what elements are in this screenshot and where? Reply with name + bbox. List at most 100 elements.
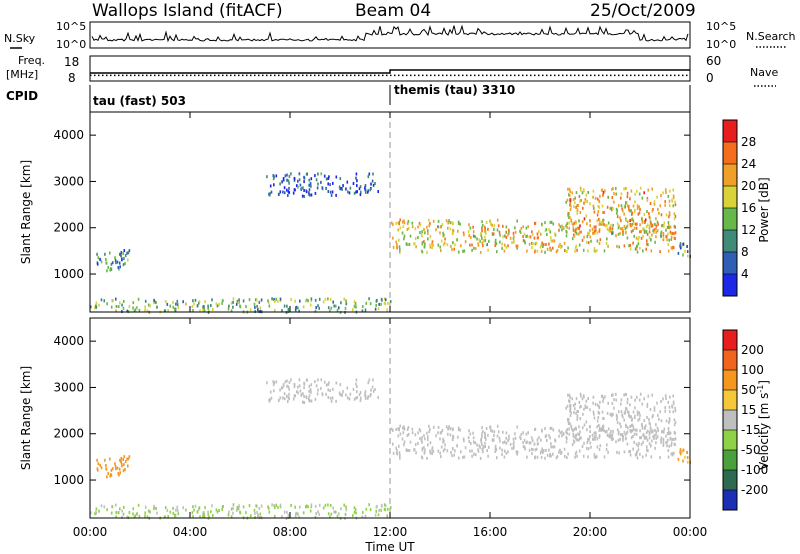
velocity-echo-cell [338, 512, 340, 516]
power-echo-cell [589, 224, 591, 228]
velocity-echo-cell [651, 430, 653, 434]
power-echo-cell [441, 223, 444, 226]
freq-frame [89, 55, 691, 82]
velocity-echo-cell [442, 437, 444, 441]
velocity-echo-cell [638, 417, 641, 421]
velocity-echo-cell [573, 440, 576, 444]
velocity-echo-cell [456, 444, 458, 448]
velocity-echo-cell [210, 510, 212, 514]
velocity-echo-cell [259, 512, 262, 516]
velocity-echo-cell [574, 452, 577, 456]
velocity-echo-cell [662, 442, 665, 446]
velocity-echo-cell [359, 399, 362, 403]
velocity-echo-cell [395, 446, 397, 450]
power-echo-cell [665, 191, 667, 194]
power-echo-cell [505, 235, 508, 239]
power-echo-cell [327, 306, 330, 310]
velocity-echo-cell [492, 439, 494, 442]
velocity-echo-cell [154, 506, 156, 510]
power-echo-cell [635, 226, 638, 230]
power-echo-cell [616, 222, 619, 226]
power-echo-cell [273, 175, 275, 179]
velocity-echo-cell [193, 508, 195, 512]
power-echo-cell [310, 193, 313, 197]
velocity-echo-cell [534, 448, 537, 452]
power-echo-cell [345, 187, 347, 191]
power-echo-cell [294, 299, 296, 303]
power-echo-cell [531, 230, 533, 234]
velocity-echo-cell [525, 432, 528, 436]
velocity-echo-cell [569, 422, 571, 426]
velocity-echo-cell [258, 506, 261, 510]
power-echo-cell [595, 225, 597, 229]
nsky-label: N.Sky [4, 32, 36, 45]
velocity-echo-cell [418, 427, 421, 431]
velocity-echo-cell [110, 468, 113, 472]
velocity-echo-cell [585, 399, 588, 403]
velocity-echo-cell [314, 504, 317, 508]
power-echo-cell [103, 299, 106, 303]
velocity-echo-cell [555, 456, 558, 460]
power-echo-cell [477, 242, 479, 246]
power-echo-cell [271, 297, 273, 301]
power-echo-cell [616, 211, 618, 215]
power-echo-cell [318, 297, 321, 301]
power-echo-cell [353, 304, 356, 308]
velocity-echo-cell [624, 411, 626, 415]
power-echo-cell [498, 230, 501, 234]
velocity-echo-cell [353, 506, 356, 510]
velocity-echo-cell [396, 451, 398, 455]
velocity-echo-cell [423, 446, 425, 450]
power-echo-cell [634, 222, 637, 226]
xtick-label: 04:00 [173, 525, 208, 539]
velocity-echo-cell [478, 444, 481, 448]
power-echo-cell [332, 300, 334, 304]
power-echo-cell [651, 233, 653, 237]
power-echo-cell [327, 297, 329, 301]
power-echo-cell [470, 236, 472, 239]
velocity-echo-cell [552, 452, 554, 456]
velocity-echo-cell [497, 430, 500, 434]
velocity-echo-cell [665, 434, 667, 438]
power-echo-cell [122, 251, 124, 255]
velocity-echo-cell [654, 428, 656, 432]
power-echo-cell [633, 222, 635, 226]
velocity-echo-cell [411, 427, 414, 431]
power-echo-cell [598, 222, 601, 226]
power-echo-cell [481, 241, 484, 245]
velocity-echo-cell [259, 515, 262, 519]
velocity-echo-cell [344, 512, 347, 516]
velocity-echo-cell [655, 441, 657, 445]
velocity-echo-cell [668, 444, 670, 448]
power-echo-cell [566, 250, 568, 254]
power-echo-cell [591, 227, 594, 231]
power-echo-cell [460, 244, 462, 248]
velocity-echo-cell [646, 402, 649, 406]
power-echo-cell [617, 232, 620, 236]
velocity-echo-cell [330, 512, 333, 516]
velocity-echo-cell [403, 425, 405, 429]
velocity-echo-cell [505, 451, 508, 455]
power-echo-cell [448, 219, 450, 223]
power-echo-cell [204, 300, 206, 304]
velocity-echo-cell [568, 399, 570, 403]
velocity-echo-cell [273, 381, 275, 385]
nave-tick-bottom: 0 [706, 71, 714, 85]
velocity-echo-cell [584, 404, 587, 408]
velocity-echo-cell [235, 508, 238, 512]
velocity-echo-cell [272, 380, 275, 384]
nsearch-label: N.Search [746, 30, 796, 43]
velocity-echo-cell [481, 426, 483, 430]
velocity-echo-cell [607, 427, 610, 431]
power-echo-cell [673, 232, 675, 235]
power-echo-cell [574, 246, 577, 250]
velocity-echo-cell [671, 453, 674, 457]
power-echo-cell [484, 235, 486, 239]
velocity-echo-cell [663, 427, 666, 431]
power-echo-cell [580, 230, 582, 234]
velocity-echo-cell [573, 411, 575, 415]
velocity-echo-cell [480, 437, 483, 441]
power-echo-cell [269, 184, 272, 188]
power-echo-cell [221, 299, 224, 303]
